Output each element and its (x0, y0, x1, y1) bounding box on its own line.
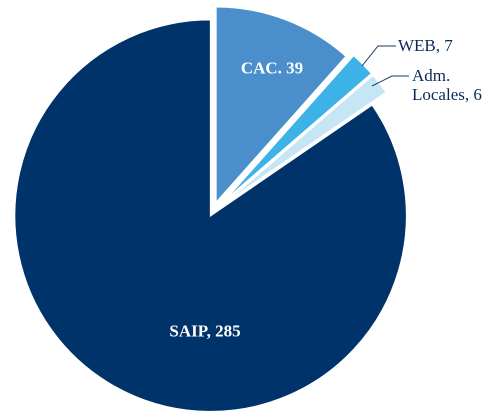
pie-slice (13, 18, 408, 413)
pie-slice (215, 5, 348, 205)
leader-line (371, 75, 409, 87)
data-label: Adm. Locales, 6 (412, 66, 482, 104)
pie-slice (224, 73, 388, 204)
data-label: WEB, 7 (398, 36, 453, 55)
data-label: SAIP, 285 (169, 321, 241, 341)
leader-line (361, 45, 396, 67)
data-label: CAC. 39 (240, 58, 304, 78)
